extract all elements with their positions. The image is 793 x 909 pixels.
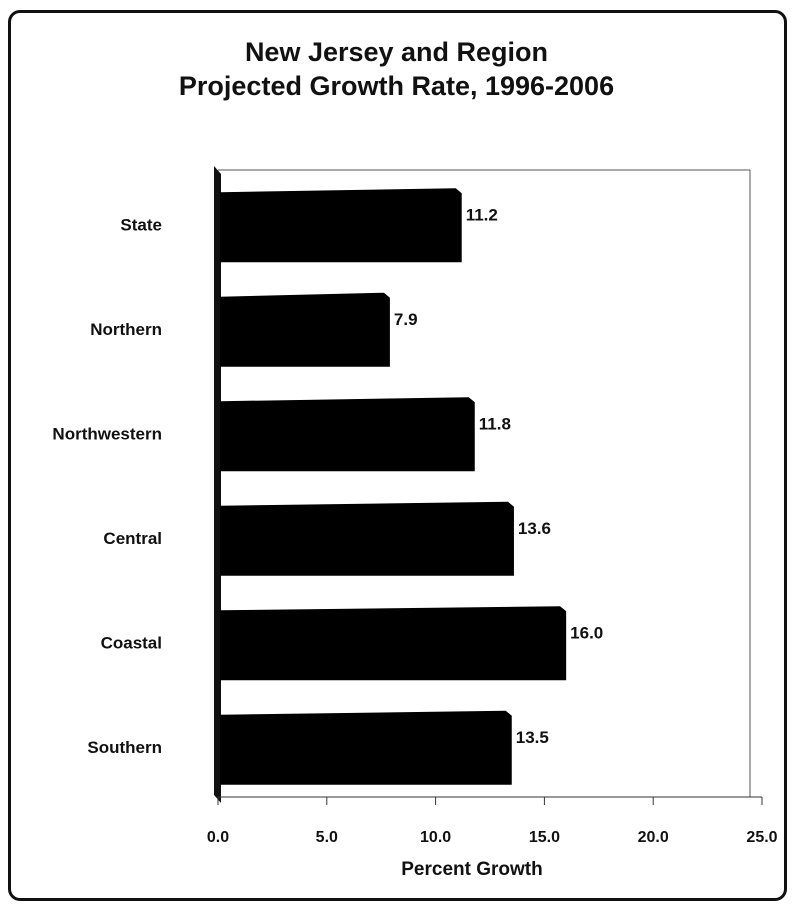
bar [220, 292, 390, 367]
chart-title-line-1: New Jersey and Region [244, 37, 549, 67]
chart-title-line-2: Projected Growth Rate, 1996-2006 [178, 71, 615, 101]
x-tick-label: 15.0 [529, 829, 560, 846]
category-label: Coastal [101, 633, 162, 652]
chart-frame [8, 10, 787, 901]
bar [220, 501, 514, 576]
x-tick-label: 20.0 [638, 829, 669, 846]
bar [220, 188, 462, 263]
category-label: Southern [87, 738, 162, 757]
value-label: 16.0 [570, 623, 603, 642]
x-tick-label: 25.0 [746, 829, 777, 846]
x-tick-label: 0.0 [207, 829, 229, 846]
x-tick-label: 10.0 [420, 829, 451, 846]
category-label: Northern [90, 320, 162, 339]
x-tick-label: 5.0 [316, 829, 338, 846]
bar [220, 606, 567, 681]
bar [220, 397, 475, 472]
value-label: 11.2 [466, 205, 498, 224]
x-axis-label: Percent Growth [401, 859, 542, 880]
value-label: 7.9 [394, 310, 418, 329]
category-label: Central [103, 529, 162, 548]
y-axis-wall [214, 166, 221, 803]
value-label: 11.8 [479, 414, 511, 433]
bar [220, 710, 512, 785]
category-label: State [120, 215, 162, 234]
value-label: 13.6 [518, 519, 551, 538]
value-label: 13.5 [516, 728, 549, 747]
category-label: Northwestern [52, 424, 162, 443]
